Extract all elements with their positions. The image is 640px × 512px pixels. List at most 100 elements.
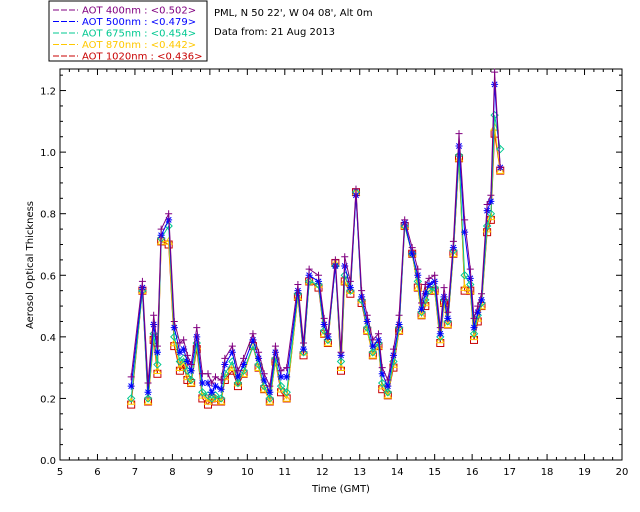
data-point-plus xyxy=(440,284,448,292)
data-point-triangle xyxy=(469,332,479,341)
legend-label: AOT 675nm : <0.454> xyxy=(82,29,196,40)
data-point-triangle xyxy=(336,363,346,371)
data-point-plus xyxy=(193,324,201,332)
data-point-diamond xyxy=(153,360,162,369)
data-point-diamond xyxy=(198,388,207,397)
data-point-asterisk xyxy=(389,351,397,359)
data-point-plus xyxy=(487,191,495,199)
date-label: Data from: 21 Aug 2013 xyxy=(214,27,335,38)
data-point-plus xyxy=(294,281,302,289)
data-point-plus xyxy=(255,348,263,356)
data-point-diamond xyxy=(378,378,387,388)
data-point-plus xyxy=(401,216,409,224)
data-point-asterisk xyxy=(211,382,219,390)
data-point-triangle xyxy=(323,338,333,347)
data-point-asterisk xyxy=(249,336,257,344)
data-point-asterisk xyxy=(408,250,416,258)
data-point-diamond xyxy=(216,394,226,403)
data-point-plus xyxy=(395,311,403,319)
data-point-diamond xyxy=(143,394,153,403)
legend-label: AOT 1020nm : <0.436> xyxy=(82,52,202,63)
data-point-plus xyxy=(217,376,225,384)
x-tick-label: 17 xyxy=(503,467,516,478)
data-point-diamond xyxy=(233,378,243,388)
data-point-asterisk xyxy=(378,370,386,378)
y-tick-label: 0.6 xyxy=(40,271,56,282)
series-4 xyxy=(127,129,505,409)
series-3 xyxy=(126,122,505,405)
data-point-plus xyxy=(421,281,429,289)
x-tick-label: 9 xyxy=(207,467,213,478)
legend-label: AOT 400nm : <0.502> xyxy=(82,6,196,17)
data-point-diamond xyxy=(496,144,505,154)
data-point-diamond xyxy=(430,283,439,292)
data-point-asterisk xyxy=(240,361,248,369)
data-point-triangle xyxy=(254,363,263,371)
data-point-triangle xyxy=(175,363,185,371)
x-tick-label: 10 xyxy=(241,467,254,478)
data-point-plus xyxy=(478,290,485,298)
data-point-plus xyxy=(221,354,229,362)
data-point-asterisk xyxy=(180,345,188,353)
data-point-plus xyxy=(496,164,504,172)
data-point-diamond xyxy=(186,375,196,385)
data-point-asterisk xyxy=(204,379,212,387)
data-point-asterisk xyxy=(470,324,478,332)
data-point-plus xyxy=(266,382,274,390)
data-point-plus xyxy=(455,130,463,138)
y-axis-label: Aerosol Optical Thickness xyxy=(25,201,36,329)
legend: AOT 400nm : <0.502>AOT 500nm : <0.479>AO… xyxy=(48,0,208,63)
data-point-plus xyxy=(425,274,433,282)
data-point-diamond xyxy=(469,329,479,338)
data-point-plus xyxy=(127,373,135,381)
data-point-asterisk xyxy=(487,197,495,205)
data-point-plus xyxy=(300,339,308,347)
data-point-asterisk xyxy=(176,348,184,356)
data-point-plus xyxy=(352,185,360,193)
data-point-asterisk xyxy=(187,367,195,375)
data-point-plus xyxy=(157,225,165,233)
legend-box xyxy=(48,0,208,62)
data-point-asterisk xyxy=(234,373,242,381)
series-group xyxy=(126,68,505,409)
data-point-triangle xyxy=(282,393,292,402)
data-point-diamond xyxy=(254,360,263,369)
data-point-plus xyxy=(431,271,439,279)
data-point-plus xyxy=(211,373,219,381)
series-1 xyxy=(127,80,504,396)
data-point-diamond xyxy=(421,295,430,305)
data-point-plus xyxy=(208,379,216,387)
data-point-asterisk xyxy=(440,293,448,301)
data-point-plus xyxy=(358,287,366,295)
x-tick-label: 6 xyxy=(94,467,100,478)
data-point-plus xyxy=(444,308,452,316)
data-point-asterisk xyxy=(384,382,392,390)
series-line xyxy=(130,115,501,401)
data-point-plus xyxy=(315,271,323,279)
data-point-asterisk xyxy=(444,314,452,322)
data-point-plus xyxy=(374,330,382,338)
x-axis: 5 6 7 8 9 10 11 12 13 14 15 16 17 18 19 20 xyxy=(57,69,628,478)
x-tick-label: 16 xyxy=(466,467,479,478)
data-point-triangle xyxy=(495,166,505,174)
data-point-triangle xyxy=(435,335,445,344)
y-tick-label: 1.0 xyxy=(40,148,56,159)
data-point-diamond xyxy=(368,348,378,357)
data-point-plus xyxy=(408,244,416,252)
data-point-plus xyxy=(249,330,257,338)
x-axis-label: Time (GMT) xyxy=(311,484,370,495)
data-point-asterisk xyxy=(414,271,422,279)
data-point-asterisk xyxy=(255,354,263,362)
data-point-asterisk xyxy=(474,308,482,316)
data-point-asterisk xyxy=(283,373,291,381)
data-point-asterisk xyxy=(127,382,135,390)
data-point-asterisk xyxy=(395,321,403,329)
data-point-asterisk xyxy=(228,348,236,356)
data-point-asterisk xyxy=(358,293,366,301)
data-point-plus xyxy=(153,342,161,350)
data-point-plus xyxy=(389,345,397,353)
data-point-plus xyxy=(491,68,499,76)
data-point-asterisk xyxy=(418,305,426,313)
x-tick-label: 18 xyxy=(541,467,554,478)
data-point-plus xyxy=(384,376,392,384)
